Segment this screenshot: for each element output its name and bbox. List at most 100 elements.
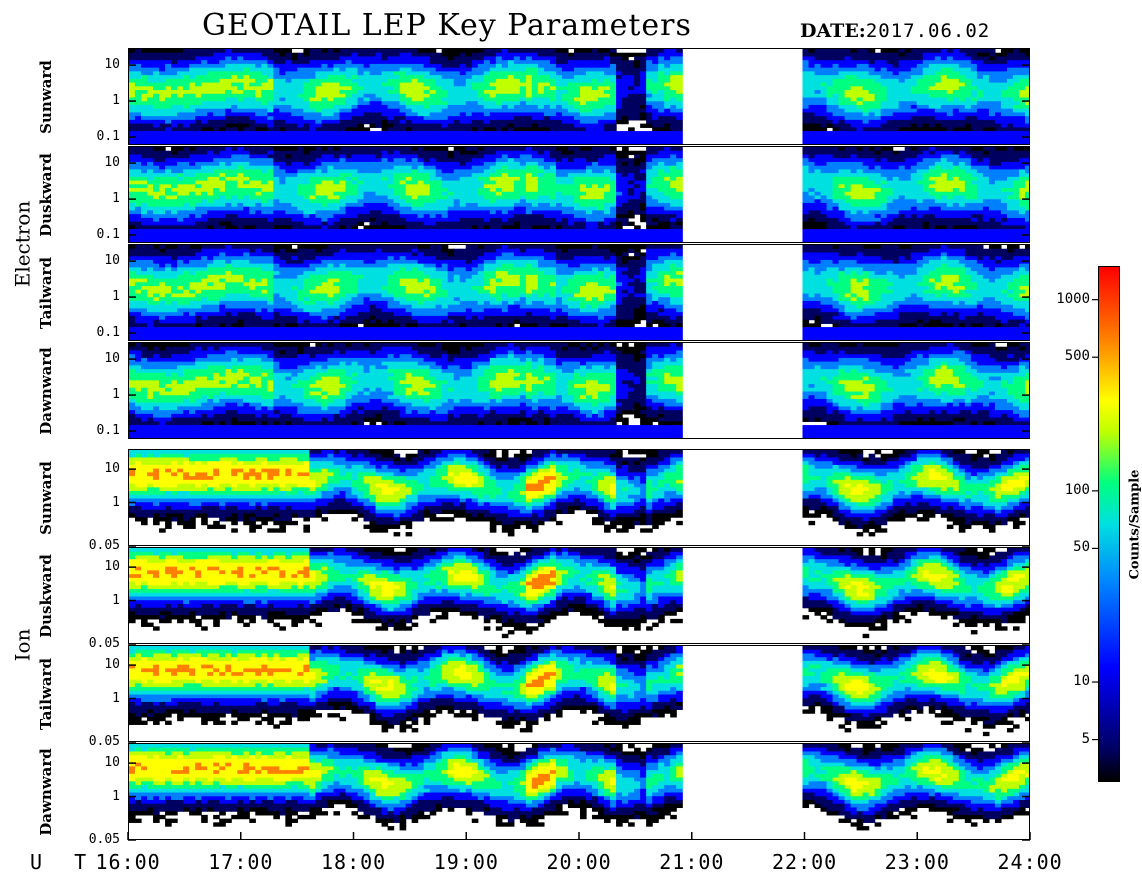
heatmap-cell <box>153 86 160 91</box>
heatmap-cell <box>195 127 202 132</box>
heatmap-cell <box>471 116 479 121</box>
heatmap-cell <box>598 71 605 76</box>
heatmap-cell <box>670 86 677 91</box>
heatmap-cell <box>165 214 172 219</box>
heatmap-cell <box>459 240 467 242</box>
heatmap-cell <box>507 154 515 159</box>
heatmap-cell <box>483 86 491 91</box>
heatmap-cell <box>598 97 605 102</box>
heatmap-cell <box>255 116 262 121</box>
heatmap-cell <box>375 161 383 167</box>
heatmap-cell <box>598 108 605 114</box>
heatmap-cell <box>898 131 906 136</box>
heatmap-cell <box>405 147 413 152</box>
heatmap-cell <box>285 138 292 143</box>
heatmap-cell <box>1012 134 1020 140</box>
heatmap-cell <box>1012 97 1020 102</box>
heatmap-cell <box>237 184 244 189</box>
heatmap-cell <box>477 176 485 182</box>
heatmap-cell <box>369 63 377 69</box>
heatmap-cell <box>297 127 304 132</box>
heatmap-cell <box>417 142 425 144</box>
heatmap-cell <box>537 75 545 80</box>
heatmap-cell <box>267 138 274 143</box>
heatmap-cell <box>357 104 365 110</box>
heatmap-cell <box>417 82 425 87</box>
heatmap-cell <box>375 169 383 174</box>
heatmap-cell <box>387 150 395 156</box>
heatmap-cell <box>459 206 467 212</box>
heatmap-cell <box>231 199 238 204</box>
heatmap-cell <box>351 60 359 65</box>
heatmap-cell <box>261 60 268 65</box>
heatmap-cell <box>826 78 834 84</box>
heatmap-cell <box>273 202 280 208</box>
heatmap-cell <box>802 134 810 140</box>
heatmap-cell <box>477 123 485 128</box>
heatmap-cell <box>183 184 190 189</box>
heatmap-cell <box>147 75 154 80</box>
heatmap-cell <box>153 202 160 208</box>
heatmap-cell <box>459 217 467 223</box>
heatmap-cell <box>862 138 870 143</box>
heatmap-cell <box>219 56 226 61</box>
heatmap-cell <box>471 154 479 159</box>
heatmap-cell <box>423 123 431 128</box>
heatmap-cell <box>237 67 244 72</box>
heatmap-cell <box>483 116 491 121</box>
heatmap-cell <box>423 154 431 159</box>
heatmap-cell <box>465 127 473 132</box>
heatmap-cell <box>387 236 395 241</box>
heatmap-cell <box>213 142 220 144</box>
heatmap-cell <box>622 63 629 69</box>
heatmap-cell <box>369 86 377 91</box>
heatmap-cell <box>147 217 154 223</box>
heatmap-cell <box>844 138 852 143</box>
heatmap-cell <box>658 138 665 143</box>
heatmap-cell <box>561 78 569 84</box>
heatmap-cell <box>381 119 389 125</box>
heatmap-cell <box>958 67 966 72</box>
heatmap-cell <box>351 161 359 167</box>
heatmap-cell <box>844 86 852 91</box>
heatmap-cell <box>369 123 377 128</box>
heatmap-cell <box>315 131 323 136</box>
heatmap-cell <box>159 180 166 185</box>
heatmap-cell <box>802 52 810 58</box>
heatmap-cell <box>970 119 978 125</box>
heatmap-cell <box>411 49 419 54</box>
heatmap-cell <box>237 97 244 102</box>
heatmap-cell <box>309 52 317 58</box>
heatmap-cell <box>513 142 521 144</box>
heatmap-cell <box>183 150 190 156</box>
heatmap-cell <box>249 52 256 58</box>
heatmap-cell <box>315 180 323 185</box>
heatmap-cell <box>195 154 202 159</box>
heatmap-cell <box>279 60 286 65</box>
heatmap-cell <box>177 214 184 219</box>
heatmap-cell <box>231 229 238 234</box>
heatmap-cell <box>249 108 256 114</box>
heatmap-cell <box>1018 78 1026 84</box>
heatmap-cell <box>610 123 617 128</box>
heatmap-cell <box>561 93 569 99</box>
heatmap-cell <box>183 217 190 223</box>
heatmap-cell <box>345 90 353 95</box>
heatmap-cell <box>922 56 930 61</box>
heatmap-cell <box>147 138 154 143</box>
heatmap-cell <box>483 240 491 242</box>
heatmap-cell <box>501 165 509 170</box>
heatmap-cell <box>219 112 226 117</box>
heatmap-cell <box>231 214 238 219</box>
heatmap-cell <box>333 108 341 114</box>
heatmap-cell <box>489 217 497 223</box>
heatmap-cell <box>219 123 226 128</box>
heatmap-cell <box>1024 52 1029 58</box>
heatmap-cell <box>868 63 876 69</box>
heatmap-cell <box>411 147 419 152</box>
heatmap-cell <box>303 63 310 69</box>
heatmap-cell <box>387 108 395 114</box>
heatmap-cell <box>387 71 395 76</box>
heatmap-cell <box>555 108 563 114</box>
heatmap-cell <box>261 131 268 136</box>
